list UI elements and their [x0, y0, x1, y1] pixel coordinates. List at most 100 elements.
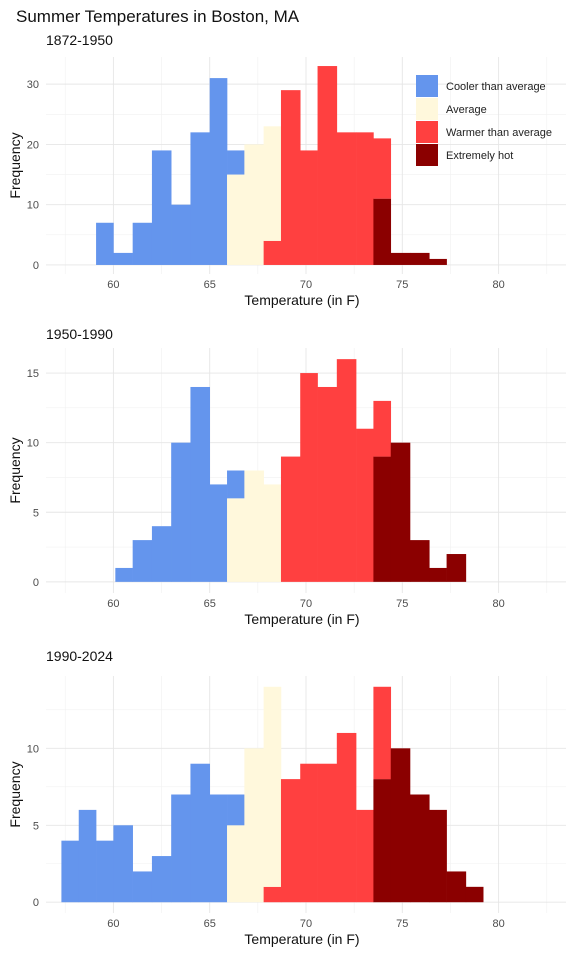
bar-cooler	[209, 78, 228, 265]
bar-warmer	[336, 732, 357, 903]
y-axis-title: Frequency	[7, 437, 23, 503]
bar-cooler	[115, 567, 133, 582]
bar-warmer	[280, 779, 301, 903]
bar-average	[263, 686, 282, 887]
legend-label: Cooler than average	[446, 81, 546, 93]
legend-key-warmer	[416, 121, 438, 143]
bar-cooler	[96, 222, 114, 265]
bar-hot	[410, 540, 430, 582]
y-axis-title: Frequency	[7, 132, 23, 198]
x-tick-label: 65	[204, 279, 216, 291]
x-axis-title: Temperature (in F)	[244, 611, 359, 627]
bar-hot	[429, 809, 447, 903]
x-tick-label: 65	[204, 598, 216, 610]
x-tick-label: 75	[396, 279, 408, 291]
x-tick-label: 70	[300, 279, 312, 291]
y-tick-label: 10	[27, 200, 39, 212]
bar-hot	[373, 198, 392, 265]
bar-warmer	[317, 386, 338, 582]
bar-average	[244, 748, 264, 903]
bar-hot	[446, 554, 467, 582]
chart-title: Summer Temperatures in Boston, MA	[16, 7, 300, 26]
y-axis-title: Frequency	[7, 761, 23, 827]
bar-cooler	[113, 252, 133, 265]
bar-cooler	[132, 540, 153, 582]
bar-cooler	[209, 484, 228, 582]
bar-cooler	[78, 809, 97, 903]
y-tick-label: 20	[27, 139, 39, 151]
panel-subtitle: 1872-1950	[46, 32, 113, 48]
panel-3: 1990-2024 60 65 70 75 80 0 5 10 Temperature (in F…	[7, 648, 566, 947]
y-tick-label: 10	[27, 743, 39, 755]
bar-warmer	[373, 400, 392, 457]
bar-cooler	[96, 840, 114, 903]
bar-average	[244, 144, 264, 265]
legend-label: Extremely hot	[446, 150, 513, 162]
bar-cooler	[132, 222, 153, 265]
bar-cooler	[171, 442, 191, 582]
bar-warmer	[263, 240, 282, 265]
x-tick-label: 80	[492, 279, 504, 291]
bar-average	[227, 498, 245, 582]
bar-warmer	[336, 359, 357, 582]
x-tick-label: 70	[300, 918, 312, 930]
y-tick-label: 5	[33, 820, 39, 832]
bar-hot	[410, 252, 430, 265]
bar-cooler	[227, 794, 245, 826]
x-tick-label: 80	[492, 598, 504, 610]
bar-cooler	[171, 204, 191, 265]
x-tick-label: 60	[107, 918, 119, 930]
legend: Cooler than average Average Warmer than av…	[416, 75, 552, 166]
bar-average	[227, 174, 245, 265]
bar-cooler	[132, 871, 153, 903]
bar-cooler	[151, 856, 172, 903]
x-axis-title: Temperature (in F)	[244, 292, 359, 308]
bar-warmer	[300, 763, 318, 903]
panel-2: 1950-1990 60 65 70 75 80 0 5 10 15 Temperature (in…	[7, 326, 566, 627]
panel-subtitle: 1950-1990	[46, 326, 113, 342]
bar-warmer	[300, 150, 318, 265]
y-tick-label: 15	[27, 368, 39, 380]
bar-hot	[429, 567, 447, 582]
panel-1: 1872-1950 60 65 70 75 80 0 10 20 30 Temperature (i…	[7, 32, 566, 308]
legend-key-cooler	[416, 75, 438, 97]
bar-cooler	[151, 526, 172, 582]
bar-warmer	[317, 66, 338, 265]
bar-warmer	[356, 428, 374, 582]
panel-subtitle: 1990-2024	[46, 648, 113, 664]
bar-warmer	[336, 132, 357, 265]
legend-label: Warmer than average	[446, 127, 552, 139]
bar-cooler	[171, 794, 191, 903]
x-axis-title: Temperature (in F)	[244, 931, 359, 947]
y-tick-label: 30	[27, 79, 39, 91]
bar-cooler	[151, 150, 172, 265]
bar-cooler	[190, 386, 211, 582]
bar-hot	[373, 779, 392, 903]
bar-cooler	[227, 470, 245, 499]
bar-warmer	[356, 132, 374, 265]
legend-key-average	[416, 98, 438, 120]
bar-warmer	[280, 456, 301, 582]
bar-hot	[429, 258, 447, 265]
bar-cooler	[190, 132, 211, 265]
bar-warmer	[356, 809, 374, 903]
x-tick-label: 75	[396, 598, 408, 610]
legend-label: Average	[446, 104, 487, 116]
x-tick-label: 60	[107, 598, 119, 610]
bar-warmer	[280, 90, 301, 265]
bar-warmer	[263, 886, 282, 903]
legend-key-hot	[416, 144, 438, 166]
x-tick-label: 65	[204, 918, 216, 930]
bar-cooler	[113, 825, 133, 903]
bar-cooler	[190, 763, 211, 903]
bar-warmer	[373, 686, 392, 780]
bar-average	[244, 470, 264, 582]
x-tick-label: 80	[492, 918, 504, 930]
y-tick-label: 10	[27, 438, 39, 450]
bar-warmer	[373, 138, 392, 199]
y-tick-label: 0	[33, 260, 39, 272]
x-tick-label: 75	[396, 918, 408, 930]
bar-hot	[465, 886, 484, 903]
bar-cooler	[227, 150, 245, 175]
